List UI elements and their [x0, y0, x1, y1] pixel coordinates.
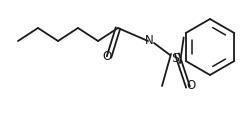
Text: O: O — [186, 79, 196, 92]
Text: S: S — [171, 52, 179, 65]
Text: O: O — [102, 50, 112, 63]
Text: N: N — [145, 34, 153, 47]
